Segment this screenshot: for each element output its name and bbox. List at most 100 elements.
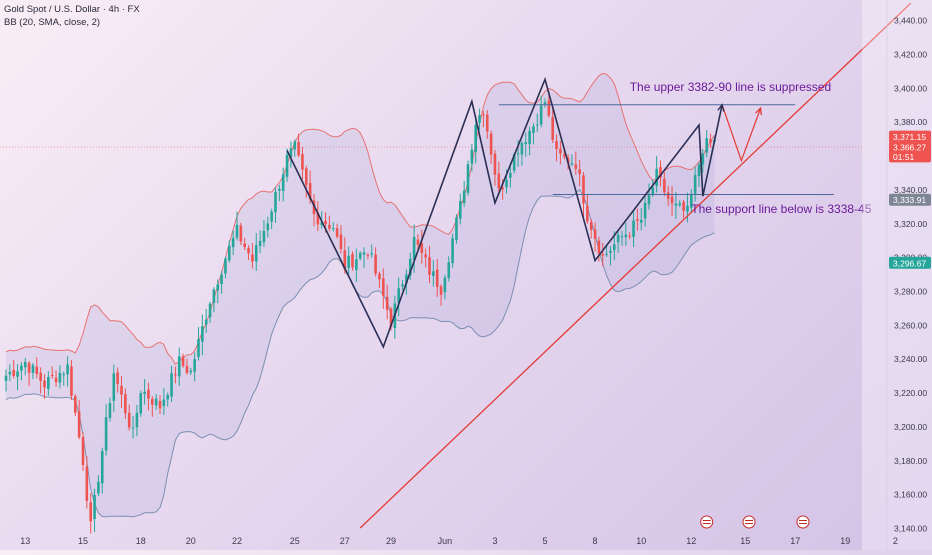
candle [12, 359, 15, 379]
candle [193, 352, 196, 382]
price-tick-label: 3,320.00 [894, 219, 927, 229]
candle [616, 230, 620, 253]
candle [366, 252, 370, 260]
candle-body [485, 114, 489, 132]
candle [127, 404, 131, 431]
candle [112, 364, 116, 412]
candle-body [589, 221, 593, 231]
time-tick-label: Jun [438, 536, 453, 546]
candle-body [8, 371, 12, 375]
event-flag-circle [742, 515, 756, 529]
candle [697, 162, 701, 187]
price-badge-box [889, 256, 931, 269]
candle-body [524, 142, 528, 145]
candle-body [258, 240, 262, 246]
candle [358, 251, 362, 261]
price-badge: 3,371.15 [889, 130, 931, 143]
candle-body [616, 234, 620, 243]
candle [35, 357, 39, 379]
candle [212, 287, 216, 313]
candle-body [147, 389, 150, 399]
candle [204, 308, 208, 333]
candle-body [686, 205, 689, 212]
price-badge-label: 3,296.67 [893, 258, 926, 268]
candle [693, 166, 697, 202]
candle-body [127, 412, 131, 428]
price-badge-label: 01:51 [893, 152, 915, 162]
candle [8, 364, 12, 382]
candle-body [124, 394, 127, 414]
chart-title: Gold Spot / U.S. Dollar · 4h · FX [4, 4, 140, 15]
time-tick-label: 19 [840, 536, 850, 546]
candle [274, 187, 277, 224]
candle-body [316, 212, 320, 225]
candle [539, 95, 543, 128]
price-badge-box [889, 193, 931, 206]
event-marker-icon [742, 515, 756, 529]
candle [624, 222, 628, 246]
candle-body [139, 393, 143, 414]
price-tick-label: 3,220.00 [894, 388, 927, 398]
candle-body [274, 191, 277, 213]
candle [278, 184, 281, 202]
candle-body [320, 222, 323, 226]
candle [466, 160, 470, 196]
candle-body [693, 175, 697, 194]
candle [174, 366, 177, 384]
candle-body [355, 259, 358, 270]
candle-body [420, 243, 424, 253]
candle [293, 139, 297, 157]
candle-body [81, 437, 85, 466]
candle-body [639, 219, 643, 223]
candle-body [177, 356, 181, 377]
candle-body [574, 164, 578, 169]
candle-body [39, 372, 42, 382]
price-tick-label: 3,440.00 [894, 16, 927, 26]
price-badge-box [889, 130, 931, 143]
candle-body [532, 126, 535, 133]
candle-body [97, 481, 100, 494]
time-tick-label: 25 [290, 536, 300, 546]
time-tick-label: 8 [593, 536, 598, 546]
price-tick-label: 3,380.00 [894, 117, 927, 127]
candle [347, 246, 350, 275]
candle [143, 379, 146, 405]
candle [74, 394, 77, 417]
candle [147, 382, 150, 411]
candle-body [443, 277, 447, 293]
candle-body [135, 412, 139, 428]
price-tick-label: 3,240.00 [894, 354, 927, 364]
candle-body [58, 372, 62, 383]
candle [478, 108, 481, 131]
price-badge: 3,296.67 [889, 256, 931, 269]
candle [108, 397, 112, 422]
candle-body [697, 164, 701, 177]
candle [555, 134, 558, 162]
candle [493, 149, 497, 186]
candle-body [35, 366, 39, 374]
candle-body [50, 374, 54, 377]
candle-body [120, 385, 123, 395]
candle-body [701, 153, 705, 165]
candle [370, 244, 374, 258]
candle [655, 156, 658, 193]
candle [520, 140, 524, 166]
candle [455, 214, 458, 244]
candle [116, 367, 119, 393]
candle [536, 113, 539, 133]
candle-body [228, 245, 231, 261]
annotation-text: The support line below is 3338-45 [691, 202, 871, 216]
price-tick-label: 3,200.00 [894, 422, 927, 432]
time-tick-label: 2 [893, 536, 898, 546]
time-tick-label: 10 [636, 536, 646, 546]
candle-body [93, 494, 96, 520]
candle [620, 230, 624, 246]
candle [589, 218, 593, 239]
candle-body [201, 326, 204, 342]
candle-body [270, 211, 273, 222]
candle-body [666, 192, 670, 199]
candle-body [54, 377, 58, 383]
candle [162, 388, 166, 415]
candle-body [224, 258, 227, 274]
